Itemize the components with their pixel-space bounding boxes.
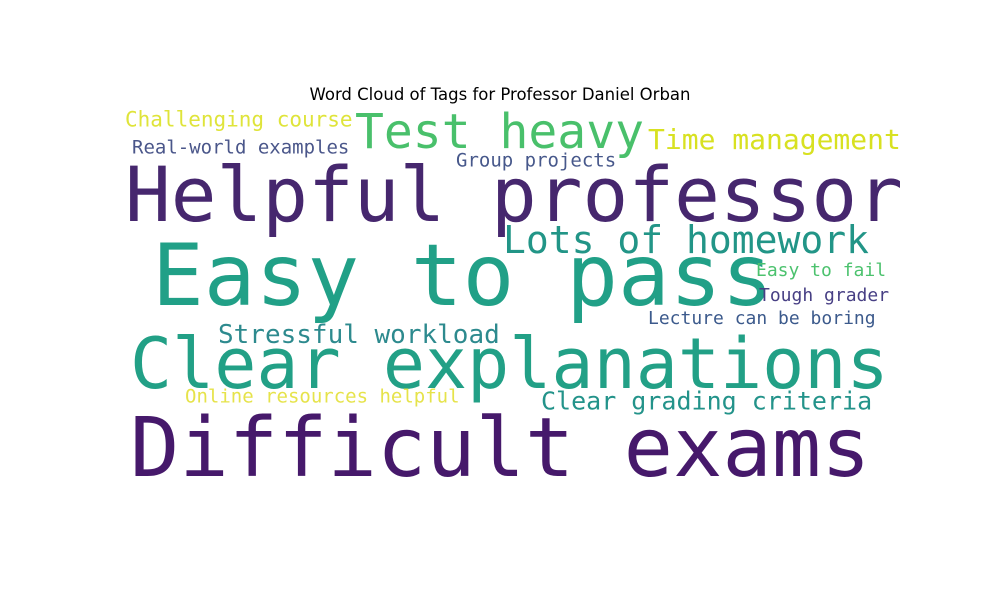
word-lots-of-homework: Lots of homework xyxy=(503,218,870,262)
word-stressful-workload: Stressful workload xyxy=(218,320,500,350)
word-tough-grader: Tough grader xyxy=(759,285,890,306)
word-group-projects: Group projects xyxy=(456,149,617,172)
word-difficult-exams: Difficult exams xyxy=(130,401,871,496)
word-helpful-professor: Helpful professor xyxy=(125,150,903,239)
chart-title: Word Cloud of Tags for Professor Daniel … xyxy=(309,85,691,104)
word-lecture-can-be-boring: Lecture can be boring xyxy=(648,308,876,329)
word-real-world-examples: Real-world examples xyxy=(132,136,350,159)
word-online-resources-helpful: Online resources helpful xyxy=(185,385,460,408)
word-clear-explanations: Clear explanations xyxy=(130,323,889,405)
word-easy-to-pass: Easy to pass xyxy=(152,226,774,326)
word-challenging-course: Challenging course xyxy=(125,107,353,132)
word-test-heavy: Test heavy xyxy=(355,104,644,160)
word-clear-grading-criteria: Clear grading criteria xyxy=(541,386,873,416)
word-easy-to-fail: Easy to fail xyxy=(756,260,887,281)
word-time-management: Time management xyxy=(648,123,901,156)
